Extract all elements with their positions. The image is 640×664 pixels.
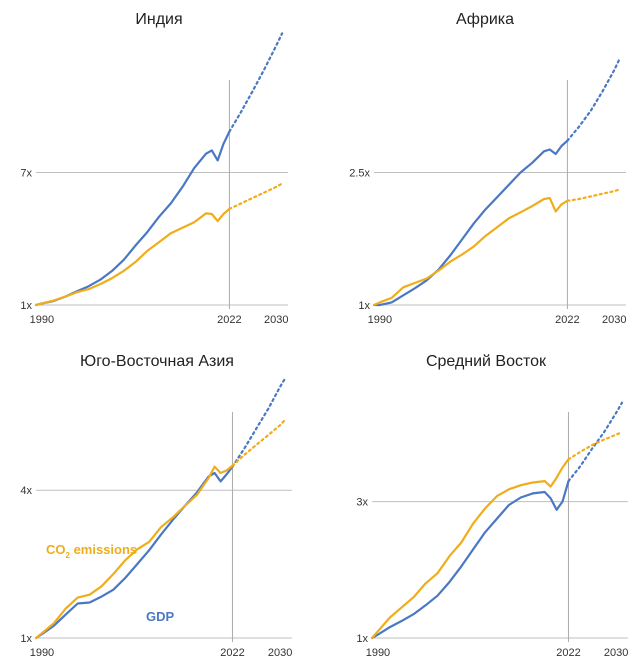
chart-panel-4: Средний Восток 1x 3x 1990 2022 2030	[356, 353, 628, 659]
series-projection-gdp	[228, 32, 284, 133]
series-projection-gdp	[567, 401, 624, 483]
y-tick-label: 3x	[356, 497, 368, 509]
y-tick-label: 1x	[20, 300, 32, 312]
x-tick-label: 2022	[217, 314, 241, 326]
legend: CO2 emissions GDP	[46, 542, 175, 624]
x-tick-label: 2022	[555, 314, 579, 326]
series-projection-gdp	[566, 56, 622, 142]
series-line-gdp	[370, 480, 570, 640]
series-line-gdp	[372, 139, 569, 307]
chart-title: Африка	[456, 11, 514, 28]
series-line-co2	[34, 207, 231, 307]
series-projection-gdp	[231, 375, 288, 468]
x-tick-label: 1990	[366, 647, 390, 659]
series-line-co2	[370, 458, 570, 640]
chart-panel-3: Юго-Восточная Азия 1x 4x 1990 2022 2030	[20, 353, 292, 659]
x-tick-label: 2022	[220, 647, 244, 659]
legend-co2-rest: emissions	[70, 542, 137, 557]
chart-title: Юго-Восточная Азия	[80, 353, 234, 370]
x-tick-label: 1990	[30, 647, 54, 659]
x-tick-label: 1990	[368, 314, 392, 326]
series-line-co2	[34, 464, 234, 640]
x-tick-label: 2030	[264, 314, 288, 326]
series-projection-co2	[228, 182, 284, 210]
chart-panel-2: Африка 1x 2.5x 1990 2022 2030	[349, 11, 626, 326]
x-tick-label: 2022	[556, 647, 580, 659]
y-tick-label: 1x	[356, 633, 368, 645]
x-tick-label: 2030	[268, 647, 292, 659]
series-projection-co2	[567, 430, 624, 461]
chart-panel-1: Индия 1x 7x 1990 2022 2030	[20, 11, 288, 326]
legend-co2-sub: 2	[66, 551, 71, 560]
series-line-gdp	[34, 465, 234, 640]
legend-gdp-label: GDP	[146, 609, 175, 624]
y-tick-label: 1x	[20, 633, 32, 645]
chart-title: Средний Восток	[426, 353, 547, 370]
x-tick-label: 1990	[30, 314, 54, 326]
x-tick-label: 2030	[604, 647, 628, 659]
legend-co2-main: CO	[46, 542, 66, 557]
y-tick-label: 1x	[358, 300, 370, 312]
series-projection-co2	[566, 188, 622, 202]
x-tick-label: 2030	[602, 314, 626, 326]
y-tick-label: 2.5x	[349, 168, 370, 180]
y-tick-label: 7x	[20, 168, 32, 180]
legend-co2-label: CO2 emissions	[46, 542, 137, 560]
series-line-co2	[372, 197, 569, 307]
series-projection-co2	[231, 417, 288, 467]
chart-title: Индия	[135, 11, 182, 28]
y-tick-label: 4x	[20, 485, 32, 497]
